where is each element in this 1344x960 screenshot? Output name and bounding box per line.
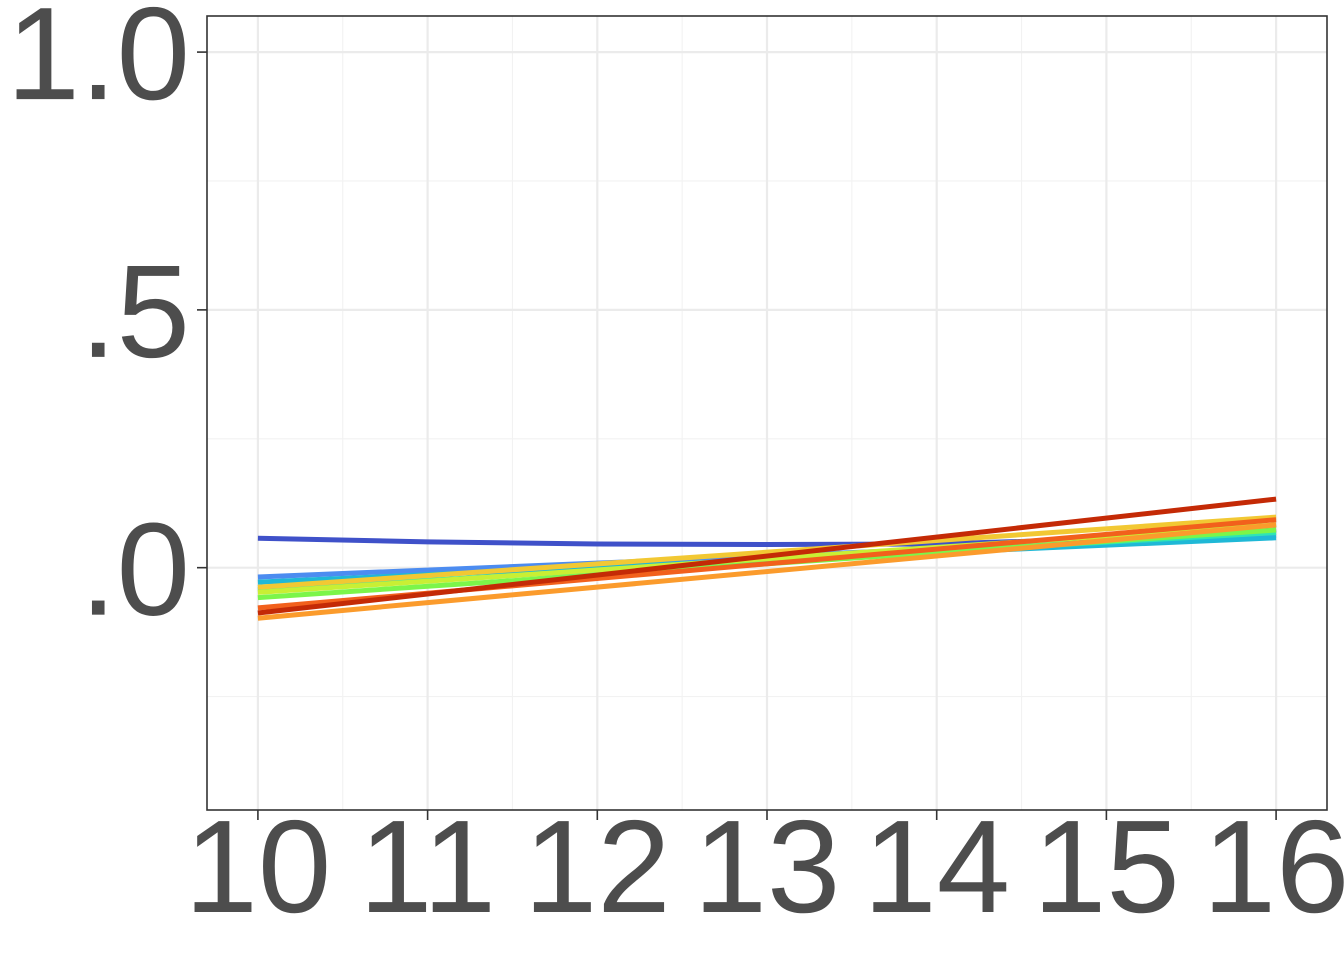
tick-labels: 10 11 12 13 14 15 16 .0 .5 1.0 — [7, 0, 1344, 940]
series-line-10 — [257, 496, 1277, 616]
axis-ticks — [197, 51, 1277, 820]
x-tick-label: 15 — [1033, 793, 1180, 940]
x-tick-label: 13 — [694, 793, 841, 940]
x-tick-label: 10 — [184, 793, 331, 940]
x-tick-label: 16 — [1203, 793, 1344, 940]
x-tick-label: 11 — [359, 793, 496, 940]
series-line-8 — [257, 522, 1277, 621]
series-line-7 — [257, 514, 1277, 590]
x-tick-label: 12 — [524, 793, 671, 940]
y-tick-label: .0 — [80, 496, 190, 643]
series-lines — [257, 496, 1277, 621]
x-tick-label: 14 — [863, 793, 1010, 940]
y-tick-label: .5 — [80, 238, 190, 385]
major-gridlines — [207, 16, 1327, 810]
y-tick-label: 1.0 — [7, 0, 191, 127]
